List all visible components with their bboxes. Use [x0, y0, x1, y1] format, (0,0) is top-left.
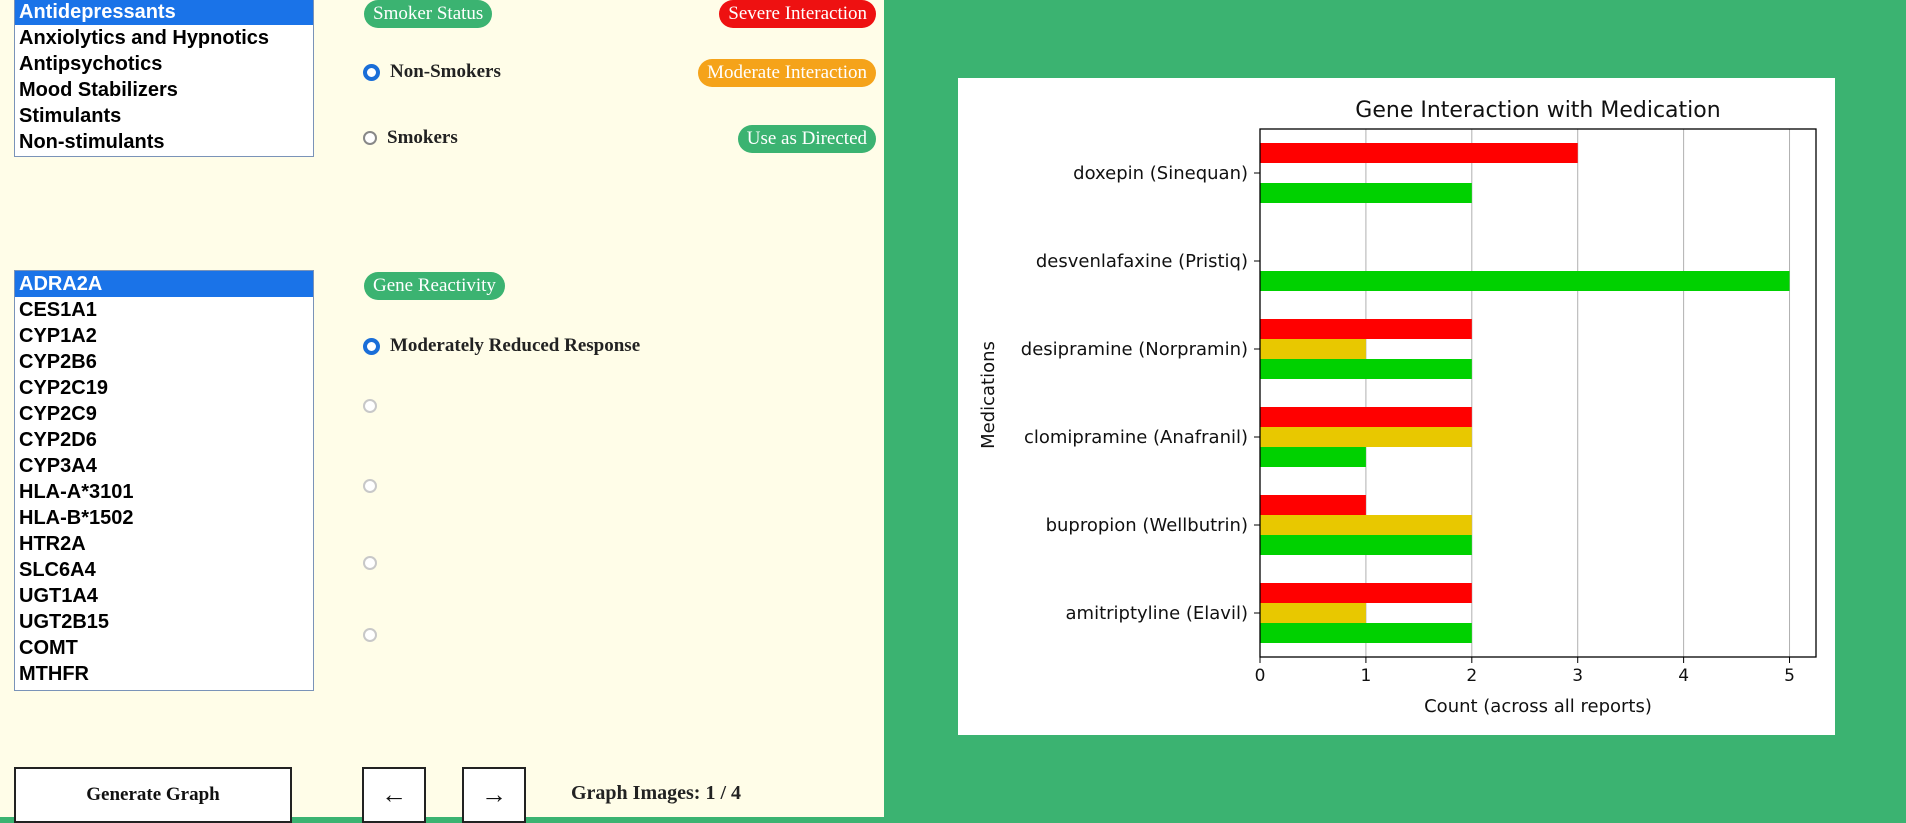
bar-use-as-directed [1260, 447, 1366, 467]
medication-class-option[interactable]: Non-stimulants [19, 131, 165, 153]
severe-interaction-badge: Severe Interaction [719, 0, 876, 28]
y-tick-label: doxepin (Sinequan) [1073, 163, 1248, 184]
use-as-directed-badge: Use as Directed [737, 125, 876, 153]
gene-option[interactable]: HTR2A [19, 533, 86, 555]
y-tick-label: amitriptyline (Elavil) [1066, 603, 1248, 624]
gene-option[interactable]: HLA-B*1502 [19, 507, 134, 529]
bar-severe-interaction [1260, 495, 1366, 515]
medication-class-option[interactable]: Stimulants [19, 105, 122, 127]
bar-moderate-interaction [1260, 427, 1472, 447]
radio-disabled-4 [363, 628, 377, 642]
radio-label-moderately-reduced: Moderately Reduced Response [390, 335, 641, 356]
medication-class-option[interactable]: Mood Stabilizers [19, 79, 178, 101]
y-tick-label: bupropion (Wellbutrin) [1046, 515, 1248, 536]
gene-option[interactable]: UGT1A4 [19, 585, 98, 607]
gene-option[interactable]: UGT2B15 [19, 611, 110, 633]
bar-moderate-interaction [1260, 603, 1366, 623]
radio-label-smokers: Smokers [387, 127, 458, 148]
radio-unselected-icon[interactable] [363, 131, 377, 145]
bar-severe-interaction [1260, 319, 1472, 339]
radio-disabled-3 [363, 556, 377, 570]
radio-non-smokers[interactable]: Non-Smokers [363, 61, 501, 83]
gene-option[interactable]: CYP2C9 [19, 403, 97, 425]
gene-option[interactable]: HLA-A*3101 [19, 481, 134, 503]
bar-moderate-interaction [1260, 339, 1366, 359]
chart-panel: Gene Interaction with Medication 0 1 2 3 4 5 d… [958, 78, 1835, 735]
gene-list[interactable]: ADRA2A CES1A1 CYP1A2 CYP2B6 CYP2C19 CYP2C9 CYP… [14, 270, 314, 691]
previous-graph-button[interactable]: ← [362, 767, 426, 823]
y-axis-label: Medications [978, 341, 999, 449]
gene-option[interactable]: MTHFR [19, 663, 89, 685]
medication-class-option[interactable]: Antidepressants [15, 0, 313, 25]
bar-severe-interaction [1260, 407, 1472, 427]
gene-option[interactable]: COMT [19, 637, 78, 659]
bar-severe-interaction [1260, 583, 1472, 603]
interaction-chart: Gene Interaction with Medication 0 1 2 3 4 5 d… [978, 98, 1817, 717]
bar-use-as-directed [1260, 271, 1790, 291]
radio-label-non-smokers: Non-Smokers [390, 61, 501, 82]
medication-class-option[interactable]: Anxiolytics and Hypnotics [19, 27, 270, 49]
gene-option[interactable]: ADRA2A [15, 271, 313, 297]
gene-option[interactable]: CYP2B6 [19, 351, 97, 373]
generate-graph-button[interactable]: Generate Graph [14, 767, 292, 823]
graph-image-counter: Graph Images: 1 / 4 [571, 782, 741, 804]
medication-class-list[interactable]: Antidepressants Anxiolytics and Hypnotics… [14, 0, 314, 157]
medication-class-option[interactable]: Antipsychotics [19, 53, 163, 75]
y-tick-label: desipramine (Norpramin) [1021, 339, 1248, 360]
gene-option[interactable]: CES1A1 [19, 299, 97, 321]
x-tick-label: 2 [1466, 666, 1477, 686]
bar-moderate-interaction [1260, 515, 1472, 535]
bar-severe-interaction [1260, 143, 1578, 163]
gene-option[interactable]: CYP2C19 [19, 377, 108, 399]
next-graph-button[interactable]: → [462, 767, 526, 823]
smoker-status-label: Smoker Status [364, 0, 493, 28]
bar-use-as-directed [1260, 535, 1472, 555]
radio-selected-icon[interactable] [363, 63, 380, 81]
x-tick-label: 4 [1678, 666, 1689, 686]
gene-option[interactable]: SLC6A4 [19, 559, 96, 581]
radio-disabled-2 [363, 479, 377, 493]
radio-selected-icon[interactable] [363, 337, 380, 355]
x-tick-label: 5 [1784, 666, 1795, 686]
radio-disabled-icon [363, 556, 377, 570]
moderate-interaction-badge: Moderate Interaction [698, 59, 876, 87]
control-panel: Antidepressants Anxiolytics and Hypnotics… [0, 0, 884, 823]
gene-option[interactable]: CYP2D6 [19, 429, 97, 451]
y-tick-label: clomipramine (Anafranil) [1024, 427, 1248, 448]
radio-smokers[interactable]: Smokers [363, 127, 458, 149]
plot-frame [1259, 128, 1817, 658]
radio-disabled-icon [363, 628, 377, 642]
chart-title: Gene Interaction with Medication [1355, 98, 1720, 123]
y-tick-label: desvenlafaxine (Pristiq) [1036, 251, 1248, 272]
gene-option[interactable]: CYP3A4 [19, 455, 97, 477]
radio-disabled-icon [363, 479, 377, 493]
bar-use-as-directed [1260, 359, 1472, 379]
radio-disabled-icon [363, 399, 377, 413]
bar-use-as-directed [1260, 183, 1472, 203]
x-axis-label: Count (across all reports) [1424, 696, 1652, 717]
radio-moderately-reduced[interactable]: Moderately Reduced Response [363, 335, 640, 357]
bar-use-as-directed [1260, 623, 1472, 643]
x-tick-label: 0 [1255, 666, 1266, 686]
x-tick-label: 3 [1572, 666, 1583, 686]
gene-reactivity-label: Gene Reactivity [364, 272, 505, 300]
gene-option[interactable]: CYP1A2 [19, 325, 97, 347]
x-tick-label: 1 [1360, 666, 1371, 686]
radio-disabled-1 [363, 399, 377, 413]
